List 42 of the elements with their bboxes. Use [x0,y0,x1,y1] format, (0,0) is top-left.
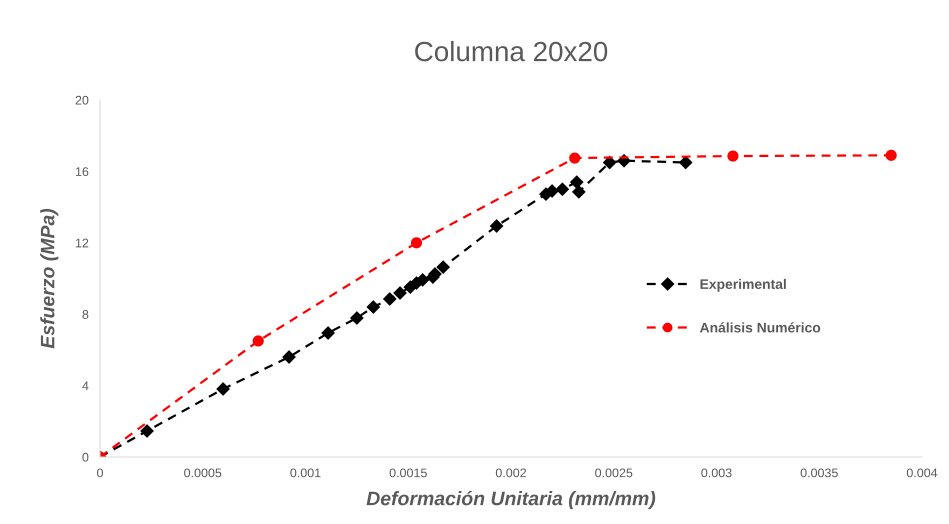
x-tick-label: 0.0035 [800,468,838,478]
point [350,311,364,325]
legend-label: Experimental [700,278,786,292]
point [546,184,559,198]
point [383,292,396,306]
point [282,350,296,364]
x-tick-label: 0 [97,468,103,478]
point [366,300,380,314]
point [490,219,504,233]
x-tick-label: 0.0025 [595,468,632,478]
x-tick-label: 0.003 [701,468,732,478]
point [679,156,692,170]
x-axis-title: Deformación Unitaria (mm/mm) [366,490,656,510]
point [140,424,154,438]
point [603,156,616,170]
y-tick-label: 20 [76,96,88,105]
point [570,176,584,189]
point [569,152,580,164]
point [410,237,422,248]
point [556,182,569,196]
chart-title: Columna 20x20 [415,40,608,62]
y-tick-label: 16 [76,167,88,176]
legend-label: Análisis Numérico [700,322,820,333]
y-tick-label: 4 [82,382,89,390]
y-axis-title: Esfuerzo (MPa) [40,208,58,348]
x-tick-label: 0.004 [906,468,938,478]
point [416,273,430,287]
point [252,335,264,347]
point [727,150,738,162]
y-tick-label: 12 [76,238,88,248]
y-tick-label: 0 [82,452,88,462]
point [393,286,407,300]
point [436,260,450,274]
point [572,185,586,199]
point [216,382,230,396]
x-tick-label: 0.0005 [184,468,222,478]
y-tick-label: 8 [82,310,88,319]
point [322,326,335,340]
x-tick-label: 0.001 [290,468,321,478]
x-tick-label: 0.002 [496,468,526,478]
x-tick-label: 0.0015 [390,468,427,478]
point [886,150,897,161]
